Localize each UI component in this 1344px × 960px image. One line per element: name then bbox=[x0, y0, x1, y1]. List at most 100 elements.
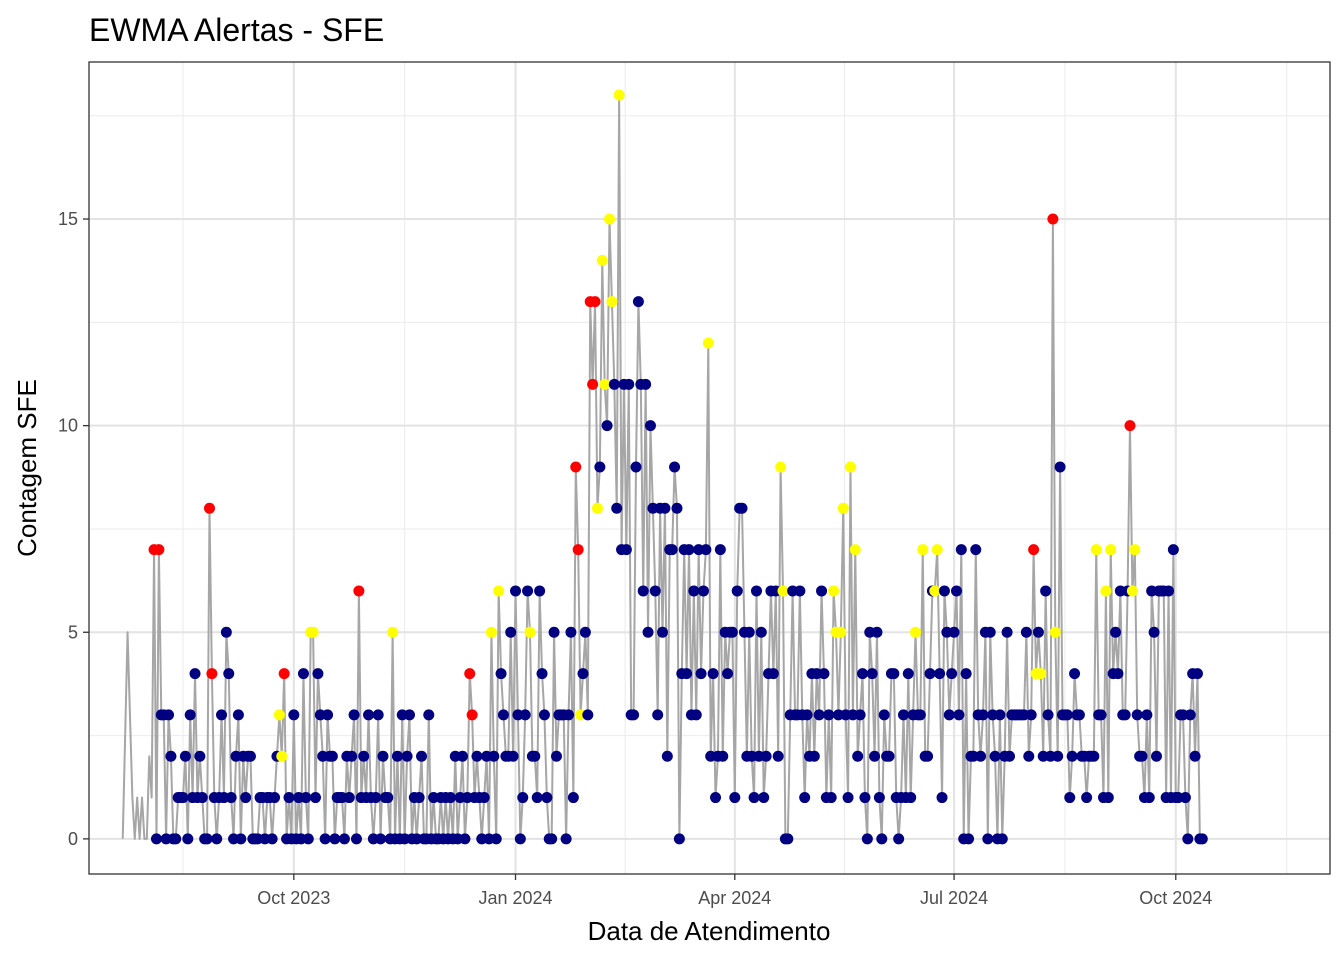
data-point bbox=[871, 626, 883, 638]
plot-border bbox=[88, 61, 1331, 875]
data-point bbox=[1163, 585, 1175, 597]
data-point bbox=[1001, 626, 1013, 638]
data-point bbox=[1167, 544, 1179, 556]
alert-point-yellow bbox=[1090, 544, 1102, 556]
data-point bbox=[1151, 750, 1162, 762]
data-point bbox=[695, 668, 707, 680]
data-point bbox=[852, 750, 864, 762]
data-point bbox=[975, 750, 987, 762]
alert-point-red bbox=[1028, 544, 1040, 556]
alert-point-yellow bbox=[591, 502, 603, 514]
data-point bbox=[866, 668, 878, 680]
data-point bbox=[534, 585, 546, 597]
data-point bbox=[490, 833, 502, 845]
data-point bbox=[608, 378, 620, 390]
data-point bbox=[748, 792, 760, 804]
data-point bbox=[225, 792, 237, 804]
alert-point-yellow bbox=[273, 709, 285, 721]
data-point bbox=[182, 833, 194, 845]
data-point bbox=[350, 833, 362, 845]
data-point bbox=[936, 792, 948, 804]
alert-point-red bbox=[353, 585, 365, 597]
data-point bbox=[970, 544, 982, 556]
data-point bbox=[1110, 626, 1122, 638]
data-point bbox=[963, 833, 975, 845]
data-point bbox=[459, 833, 471, 845]
data-point bbox=[1032, 626, 1044, 638]
data-point bbox=[700, 544, 712, 556]
data-point bbox=[859, 792, 871, 804]
data-point bbox=[799, 792, 811, 804]
data-point bbox=[996, 833, 1008, 845]
data-point bbox=[1066, 750, 1078, 762]
data-point bbox=[861, 833, 873, 845]
data-point bbox=[948, 626, 960, 638]
data-point bbox=[688, 585, 700, 597]
data-point bbox=[1119, 709, 1131, 721]
data-point bbox=[642, 626, 654, 638]
data-point bbox=[478, 792, 490, 804]
alert-point-yellow bbox=[837, 502, 849, 514]
y-tick-label: 10 bbox=[58, 416, 78, 436]
data-point bbox=[669, 461, 681, 473]
data-point bbox=[1020, 626, 1032, 638]
data-point bbox=[536, 668, 548, 680]
data-point bbox=[620, 544, 632, 556]
alert-point-red bbox=[1047, 213, 1059, 225]
data-point bbox=[731, 585, 743, 597]
data-point bbox=[201, 833, 213, 845]
data-point bbox=[878, 709, 890, 721]
alert-point-yellow bbox=[828, 585, 840, 597]
data-point bbox=[300, 792, 312, 804]
data-point bbox=[358, 750, 370, 762]
data-point bbox=[216, 709, 228, 721]
data-point bbox=[637, 585, 649, 597]
data-point bbox=[953, 709, 965, 721]
alert-point-yellow bbox=[1129, 544, 1141, 556]
alert-point-yellow bbox=[493, 585, 505, 597]
data-point bbox=[722, 668, 734, 680]
data-point bbox=[869, 750, 881, 762]
data-point bbox=[548, 626, 560, 638]
data-point bbox=[579, 626, 591, 638]
alert-point-yellow bbox=[849, 544, 861, 556]
data-point bbox=[184, 709, 196, 721]
alert-point-yellow bbox=[917, 544, 929, 556]
alert-point-red bbox=[464, 668, 476, 680]
data-point bbox=[1184, 709, 1196, 721]
data-point bbox=[312, 668, 324, 680]
data-point bbox=[329, 833, 341, 845]
data-point bbox=[1131, 709, 1143, 721]
alert-point-red bbox=[466, 709, 478, 721]
data-point bbox=[346, 750, 358, 762]
data-point bbox=[710, 792, 722, 804]
data-point bbox=[681, 668, 693, 680]
data-point bbox=[297, 668, 309, 680]
data-point bbox=[760, 750, 772, 762]
data-point bbox=[531, 792, 543, 804]
data-point bbox=[348, 709, 360, 721]
data-point bbox=[801, 709, 813, 721]
data-point bbox=[994, 709, 1006, 721]
data-point bbox=[444, 792, 456, 804]
data-point bbox=[1112, 668, 1124, 680]
data-point bbox=[375, 833, 387, 845]
alert-point-red bbox=[1124, 420, 1136, 432]
data-point bbox=[726, 626, 738, 638]
data-point bbox=[565, 626, 577, 638]
data-point bbox=[857, 668, 869, 680]
data-point bbox=[165, 750, 177, 762]
data-point bbox=[550, 750, 562, 762]
y-axis: 0 5 10 15 bbox=[58, 209, 89, 849]
data-point bbox=[1073, 709, 1085, 721]
data-point bbox=[232, 709, 244, 721]
alert-point-yellow bbox=[775, 461, 787, 473]
data-point bbox=[177, 792, 189, 804]
data-point bbox=[382, 792, 394, 804]
data-point bbox=[673, 833, 685, 845]
data-point bbox=[240, 792, 252, 804]
data-point bbox=[235, 833, 247, 845]
data-point bbox=[946, 668, 958, 680]
data-point bbox=[943, 709, 955, 721]
data-point bbox=[170, 833, 182, 845]
